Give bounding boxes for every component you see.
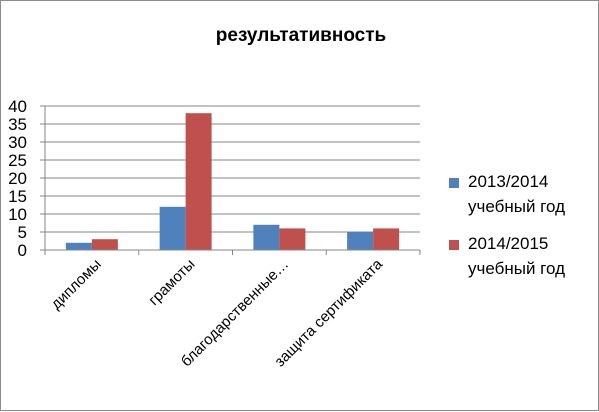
x-category-label: дипломы xyxy=(48,256,105,313)
legend-label: учебный год xyxy=(468,197,565,216)
bar-series2 xyxy=(373,228,400,250)
bar-series1 xyxy=(347,232,374,250)
legend-swatch xyxy=(449,240,459,250)
legend: 2013/2014 учебный год 2014/2015 учебный год xyxy=(449,172,565,278)
bars-layer xyxy=(65,113,400,250)
legend-swatch xyxy=(449,178,459,188)
y-tick-label: 10 xyxy=(8,205,27,224)
chart-title: результативность xyxy=(216,25,386,46)
y-tick-label: 30 xyxy=(8,133,27,152)
y-tick-label: 0 xyxy=(18,241,27,260)
bar-series1 xyxy=(159,206,186,250)
y-tick-label: 40 xyxy=(8,97,27,116)
x-category-label: защита сертификата xyxy=(271,255,386,370)
y-tick-label: 20 xyxy=(8,169,27,188)
y-tick-label: 5 xyxy=(18,223,27,242)
legend-label: учебный год xyxy=(468,259,565,278)
x-category-label: грамоты xyxy=(145,256,198,309)
legend-label: 2013/2014 xyxy=(468,172,548,191)
legend-label: 2014/2015 xyxy=(468,234,548,253)
bar-series2 xyxy=(91,239,118,250)
y-tick-label: 25 xyxy=(8,151,27,170)
bar-series2 xyxy=(185,113,212,250)
y-tick-label: 35 xyxy=(8,115,27,134)
y-tick-label: 15 xyxy=(8,187,27,206)
bar-series1 xyxy=(253,224,280,250)
bar-series2 xyxy=(279,228,306,250)
grid-layer xyxy=(45,105,420,233)
x-category-label: благодарственные… xyxy=(178,256,292,370)
bar-series1 xyxy=(65,242,92,250)
